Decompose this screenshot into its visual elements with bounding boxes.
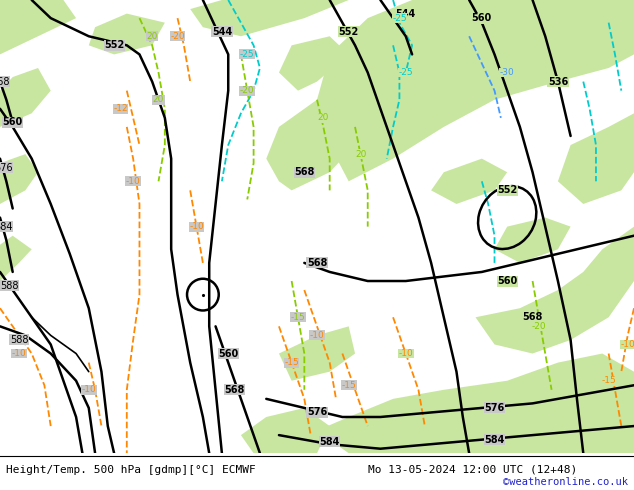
Text: -25: -25 bbox=[398, 68, 413, 77]
Text: 560: 560 bbox=[3, 118, 23, 127]
Text: -25: -25 bbox=[240, 50, 255, 59]
Text: -10: -10 bbox=[398, 349, 413, 358]
Text: -10: -10 bbox=[81, 385, 96, 394]
Polygon shape bbox=[431, 159, 507, 204]
Polygon shape bbox=[0, 236, 32, 281]
Text: 20: 20 bbox=[318, 113, 329, 122]
Text: -30: -30 bbox=[500, 68, 515, 77]
Polygon shape bbox=[89, 14, 165, 54]
Polygon shape bbox=[317, 354, 634, 453]
Text: 568: 568 bbox=[0, 76, 10, 87]
Text: 568: 568 bbox=[294, 167, 314, 177]
Polygon shape bbox=[0, 0, 76, 54]
Polygon shape bbox=[558, 113, 634, 204]
Text: 552: 552 bbox=[104, 40, 124, 50]
Text: 544: 544 bbox=[396, 9, 416, 19]
Text: -15: -15 bbox=[601, 376, 616, 385]
Text: 584: 584 bbox=[0, 221, 13, 232]
Text: 576: 576 bbox=[484, 403, 505, 413]
Polygon shape bbox=[368, 9, 444, 54]
Text: -20: -20 bbox=[170, 32, 185, 41]
Polygon shape bbox=[317, 0, 634, 181]
Text: -10: -10 bbox=[309, 331, 325, 340]
Polygon shape bbox=[476, 226, 634, 354]
Polygon shape bbox=[279, 326, 355, 381]
Text: 568: 568 bbox=[307, 258, 327, 268]
Text: 560: 560 bbox=[497, 276, 517, 286]
Text: 588: 588 bbox=[0, 281, 19, 291]
Text: Height/Temp. 500 hPa [gdmp][°C] ECMWF: Height/Temp. 500 hPa [gdmp][°C] ECMWF bbox=[6, 465, 256, 475]
Text: -10: -10 bbox=[620, 340, 634, 349]
Polygon shape bbox=[241, 408, 330, 453]
Text: 20: 20 bbox=[146, 32, 158, 41]
Text: -15: -15 bbox=[341, 381, 356, 390]
Text: 576: 576 bbox=[0, 163, 13, 172]
Text: -12: -12 bbox=[113, 104, 128, 113]
Text: 536: 536 bbox=[548, 76, 568, 87]
Polygon shape bbox=[0, 68, 51, 127]
Text: -20: -20 bbox=[531, 322, 547, 331]
Text: -15: -15 bbox=[290, 313, 306, 322]
Text: 576: 576 bbox=[307, 408, 327, 417]
Text: -25: -25 bbox=[392, 14, 407, 23]
Text: -10: -10 bbox=[11, 349, 27, 358]
Text: 568: 568 bbox=[522, 312, 543, 322]
Text: 568: 568 bbox=[224, 385, 245, 395]
Text: 544: 544 bbox=[212, 27, 232, 37]
Text: -20: -20 bbox=[240, 86, 255, 95]
Text: ©weatheronline.co.uk: ©weatheronline.co.uk bbox=[503, 477, 628, 487]
Text: 588: 588 bbox=[10, 335, 29, 345]
Text: 560: 560 bbox=[472, 13, 492, 23]
Polygon shape bbox=[495, 218, 571, 263]
Polygon shape bbox=[266, 91, 368, 190]
Text: 552: 552 bbox=[497, 185, 517, 196]
Text: 584: 584 bbox=[320, 437, 340, 447]
Polygon shape bbox=[190, 0, 349, 36]
Text: 560: 560 bbox=[218, 348, 238, 359]
Polygon shape bbox=[0, 154, 38, 204]
Text: -15: -15 bbox=[284, 358, 299, 367]
Text: 20: 20 bbox=[356, 149, 367, 159]
Text: 20: 20 bbox=[153, 95, 164, 104]
Text: Mo 13-05-2024 12:00 UTC (12+48): Mo 13-05-2024 12:00 UTC (12+48) bbox=[368, 465, 577, 475]
Text: 584: 584 bbox=[484, 435, 505, 444]
Text: -10: -10 bbox=[126, 177, 141, 186]
Text: -10: -10 bbox=[189, 222, 204, 231]
Text: 552: 552 bbox=[339, 27, 359, 37]
Polygon shape bbox=[279, 36, 349, 91]
